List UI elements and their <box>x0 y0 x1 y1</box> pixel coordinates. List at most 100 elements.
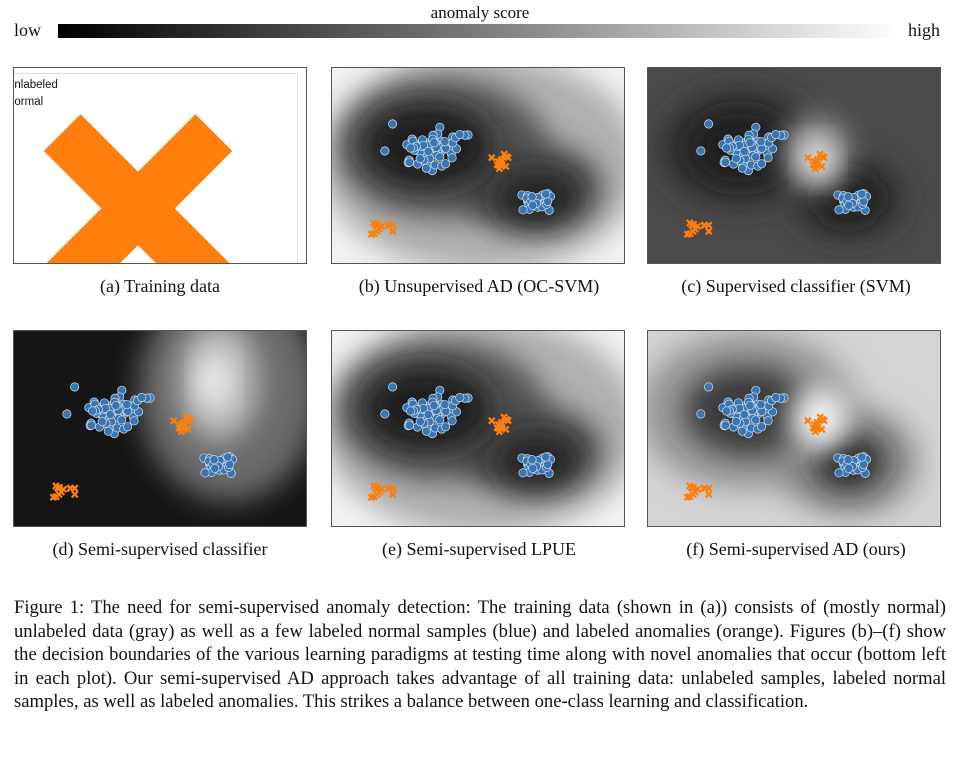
normal-point <box>111 401 121 411</box>
normal-point <box>406 143 416 153</box>
normal-point <box>834 205 844 215</box>
normal-point <box>447 153 457 163</box>
normal-point <box>209 455 219 465</box>
outlier-marker <box>804 153 812 162</box>
normal-point <box>70 382 80 392</box>
normal-point <box>103 426 113 436</box>
normal-point <box>756 137 766 147</box>
normal-point <box>763 153 773 163</box>
normal-point <box>843 455 853 465</box>
colorbar <box>58 24 900 38</box>
normal-point <box>834 468 844 478</box>
novel-anomaly-marker <box>371 221 380 229</box>
normal-point <box>541 452 551 462</box>
normal-point <box>435 415 445 425</box>
normal-point <box>527 455 537 465</box>
normal-point <box>859 196 869 207</box>
normal-point <box>720 157 730 167</box>
normal-point <box>380 409 390 419</box>
normal-point <box>415 417 425 427</box>
novel-anomaly-marker <box>683 230 692 238</box>
novel-anomaly-marker <box>367 493 376 501</box>
novel-anomaly-marker <box>59 485 68 494</box>
outlier-marker-icon <box>43 114 233 263</box>
outlier-marker <box>820 416 828 425</box>
normal-point <box>745 401 755 411</box>
normal-point <box>117 415 127 425</box>
novel-anomaly-marker <box>53 484 62 492</box>
normal-point <box>771 392 781 403</box>
caption-a: (a) Training data <box>100 276 220 296</box>
normal-point <box>859 459 869 470</box>
normal-point <box>737 426 747 436</box>
normal-point <box>844 200 854 210</box>
normal-point <box>388 119 398 129</box>
normal-point <box>696 146 706 156</box>
figure-caption: Figure 1: The need for semi-supervised a… <box>14 597 946 712</box>
novel-anomaly-marker <box>705 227 713 236</box>
outlier-marker <box>180 420 188 428</box>
normal-point <box>843 192 853 202</box>
normal-point <box>541 189 551 199</box>
normal-point <box>62 409 72 419</box>
novel-anomaly-marker <box>367 230 376 238</box>
normal-point <box>404 420 414 430</box>
legend: unlabeled normal outlier <box>14 73 298 263</box>
normal-point <box>210 463 220 473</box>
normal-point <box>739 409 749 420</box>
normal-point <box>429 401 439 411</box>
normal-point <box>200 468 210 478</box>
normal-point <box>720 420 730 430</box>
outlier-marker <box>814 420 822 428</box>
panel-b-ocsvm <box>331 67 625 264</box>
normal-point <box>447 416 457 426</box>
normal-point <box>844 463 854 473</box>
normal-point <box>518 205 528 215</box>
panel-e-lpue <box>331 330 625 527</box>
panel-f-ours <box>647 330 941 527</box>
normal-point <box>739 146 749 157</box>
normal-point <box>129 416 139 426</box>
novel-anomaly-marker <box>687 484 696 492</box>
normal-point <box>440 137 450 147</box>
novel-anomaly-marker <box>384 221 393 230</box>
outlier-marker <box>186 416 194 425</box>
normal-point <box>441 159 451 169</box>
normal-point <box>757 159 767 169</box>
outlier-marker <box>820 153 828 162</box>
normal-point <box>745 138 755 148</box>
novel-anomaly-marker <box>377 485 386 494</box>
normal-point <box>440 400 450 410</box>
normal-point <box>528 200 538 210</box>
legend-normal: normal <box>14 96 44 108</box>
normal-point <box>88 406 98 416</box>
novel-anomaly-marker <box>700 484 709 493</box>
normal-point <box>137 392 147 403</box>
novel-anomaly-marker <box>377 222 386 231</box>
normal-point <box>406 406 416 416</box>
panel-c-svm <box>647 67 941 264</box>
normal-point <box>722 406 732 416</box>
novel-anomaly-marker <box>389 490 397 499</box>
novel-anomaly-marker <box>371 484 380 492</box>
normal-point <box>380 146 390 156</box>
normal-point <box>122 400 132 410</box>
outlier-marker <box>488 416 496 425</box>
novel-anomaly-marker <box>49 493 58 501</box>
normal-point <box>704 119 714 129</box>
panel-a-training-data: unlabeled normal outlier <box>13 67 307 264</box>
normal-point <box>527 192 537 202</box>
normal-point <box>388 382 398 392</box>
caption-e: (e) Semi-supervised LPUE <box>382 539 576 559</box>
normal-point <box>455 129 465 140</box>
normal-point <box>423 146 433 157</box>
caption-d: (d) Semi-supervised classifier <box>52 539 268 559</box>
normal-point <box>415 154 425 164</box>
normal-point <box>731 154 741 164</box>
novel-anomaly-marker <box>71 490 79 499</box>
normal-point <box>528 463 538 473</box>
caption-f: (f) Semi-supervised AD (ours) <box>686 539 906 559</box>
normal-point <box>421 163 431 173</box>
normal-point <box>757 422 767 432</box>
colorbar-title: anomaly score <box>430 3 530 22</box>
